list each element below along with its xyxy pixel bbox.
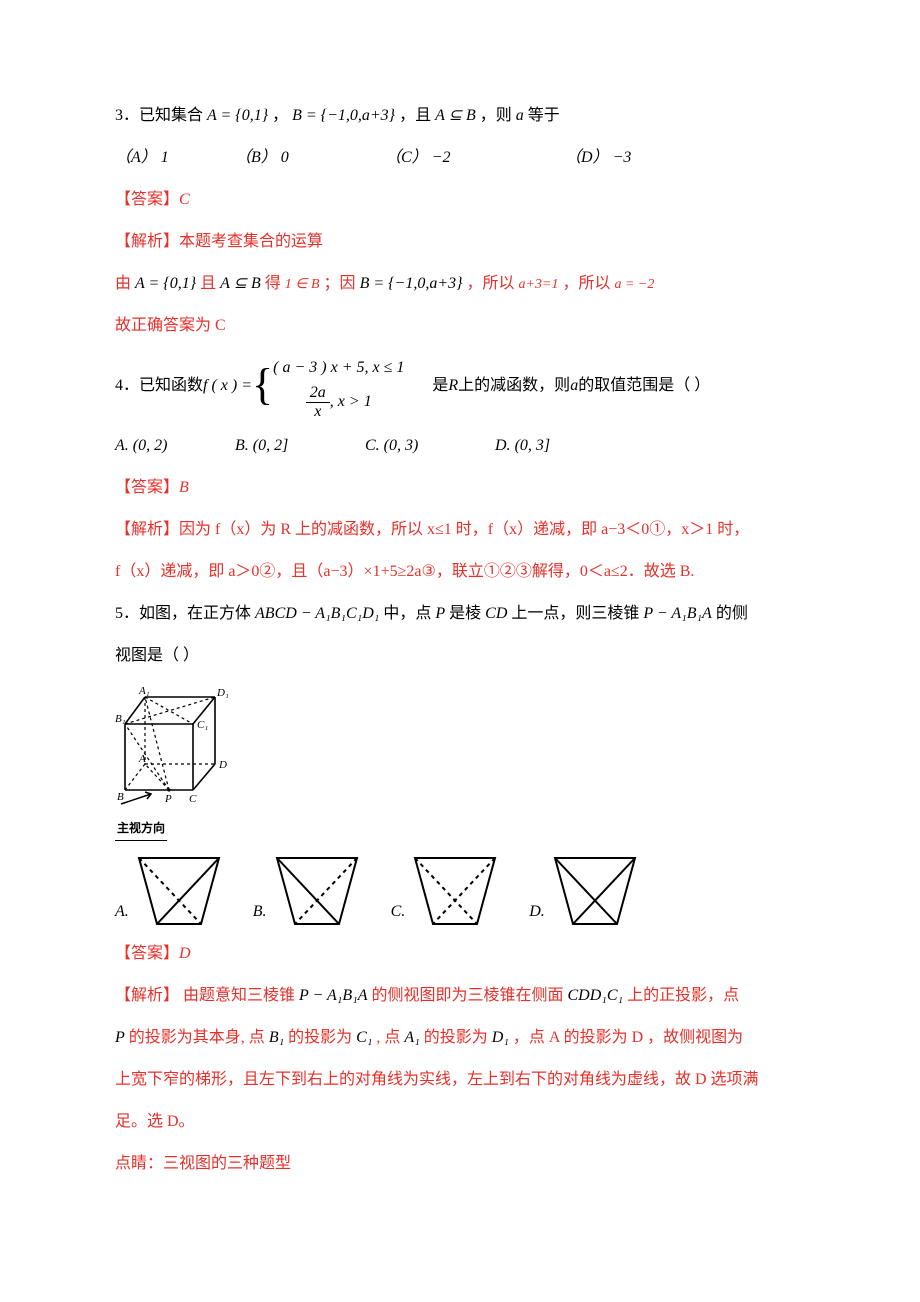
q5-option-a: A.: [115, 854, 223, 928]
fraction: 2a x: [306, 384, 330, 420]
piecewise: ( a − 3 ) x + 5, x ≤ 1 2a x , x > 1: [273, 352, 404, 420]
svg-text:C: C: [189, 793, 197, 805]
q3-option-a: （A） 1: [115, 142, 235, 174]
svg-text:A₁: A₁: [138, 685, 150, 697]
q5-view-options: A. B. C. D.: [115, 854, 805, 928]
q3-analysis-head: 【解析】本题考查集合的运算: [115, 226, 805, 258]
q5-note: 点睛：三视图的三种题型: [115, 1148, 805, 1180]
q4-option-a: A. (0, 2): [115, 430, 235, 462]
trapezoid-d-icon: [551, 854, 639, 928]
svg-text:D: D: [218, 759, 227, 771]
trapezoid-c-icon: [411, 854, 499, 928]
svg-text:B₁: B₁: [115, 713, 126, 725]
q3-options: （A） 1 （B） 0 （C） −2 （D） −3: [115, 142, 805, 174]
q4-option-b: B. (0, 2]: [235, 430, 365, 462]
q3-option-b: （B） 0: [235, 142, 385, 174]
q5-option-c: C.: [391, 854, 500, 928]
q5-analysis-l1: 【解析】 由题意知三棱锥 P − A₁B₁A 的侧视图即为三棱锥在侧面 CDD₁…: [115, 980, 805, 1012]
brace-icon: {: [252, 367, 273, 402]
q4-option-d: D. (0, 3]: [495, 430, 550, 462]
cube-figure: A₁ D₁ B₁ C₁ A D B C P 主视方向: [115, 682, 805, 844]
svg-text:B: B: [117, 791, 124, 803]
q5-answer: 【答案】D: [115, 938, 805, 970]
q5-stem-l2: 视图是（ ）: [115, 640, 805, 672]
q4-analysis-l1: 【解析】因为 f（x）为 R 上的减函数，所以 x≤1 时，f（x）递减，即 a…: [115, 514, 805, 546]
q5-analysis-l4: 足。选 D。: [115, 1106, 805, 1138]
trapezoid-b-icon: [273, 854, 361, 928]
q5-analysis-l3: 上宽下窄的梯形，且左下到右上的对角线为实线，左上到右下的对角线为虚线，故 D 选…: [115, 1064, 805, 1096]
svg-text:P: P: [164, 793, 172, 805]
q3-option-d: （D） −3: [565, 142, 631, 174]
svg-text:C₁: C₁: [197, 719, 208, 731]
q3-answer: 【答案】C: [115, 184, 805, 216]
q3-analysis-body: 由 A = {0,1} 且 A ⊆ B 得 1 ∈ B ；因 B = {−1,0…: [115, 268, 805, 300]
q4-option-c: C. (0, 3): [365, 430, 495, 462]
q4-analysis-l2: f（x）递减，即 a＞0②，且（a−3）×1+5≥2a③，联立①②③解得，0＜a…: [115, 556, 805, 588]
q5-option-b: B.: [253, 854, 361, 928]
trapezoid-a-icon: [135, 854, 223, 928]
q3-option-c: （C） −2: [385, 142, 565, 174]
q3-stem: 3．已知集合 A = {0,1} ， B = {−1,0,a+3} ，且 A ⊆…: [115, 100, 805, 132]
cube-svg: A₁ D₁ B₁ C₁ A D B C P: [115, 682, 250, 812]
q4-stem: 4．已知函数 f ( x ) = { ( a − 3 ) x + 5, x ≤ …: [115, 352, 805, 420]
q4-answer: 【答案】B: [115, 472, 805, 504]
q3-analysis-tail: 故正确答案为 C: [115, 310, 805, 342]
q5-stem-l1: 5．如图，在正方体 ABCD − A₁B₁C₁D₁ 中，点 P 是棱 CD 上一…: [115, 598, 805, 630]
q4-options: A. (0, 2) B. (0, 2] C. (0, 3) D. (0, 3]: [115, 430, 805, 462]
svg-text:D₁: D₁: [216, 687, 229, 699]
q5-analysis-l2: P 的投影为其本身, 点 B₁ 的投影为 C₁ , 点 A₁ 的投影为 D₁ ，…: [115, 1022, 805, 1054]
q5-option-d: D.: [529, 854, 639, 928]
view-direction-label: 主视方向: [115, 816, 167, 841]
svg-text:A: A: [138, 753, 146, 765]
